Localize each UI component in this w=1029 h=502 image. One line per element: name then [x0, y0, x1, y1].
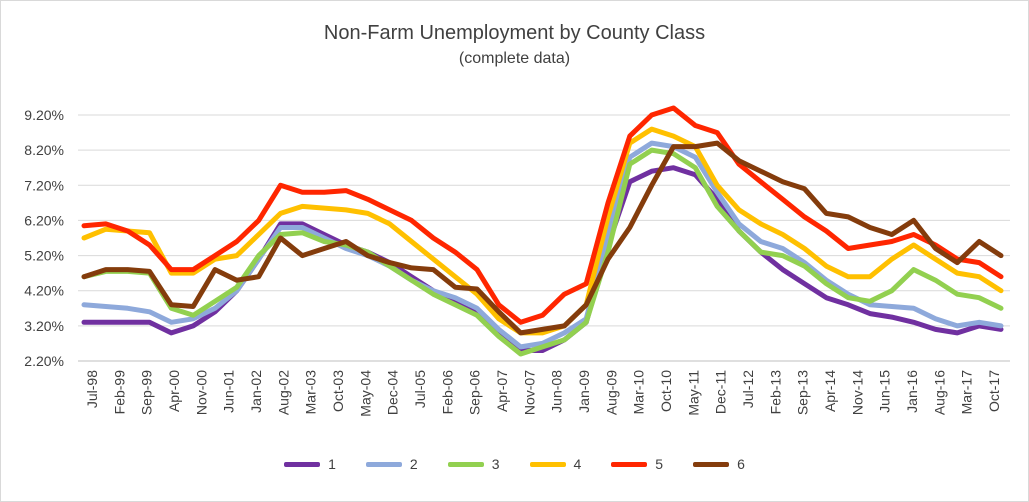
y-tick-label: 6.20%	[24, 212, 64, 228]
x-tick-label: Dec-04	[385, 370, 401, 415]
x-tick-label: Apr-07	[494, 370, 510, 412]
y-tick-label: 5.20%	[24, 248, 64, 264]
x-tick-label: Jun-08	[549, 370, 565, 413]
x-tick-label: Apr-14	[822, 370, 838, 412]
legend-item-4: 4	[529, 456, 582, 472]
series-line-6	[81, 140, 1004, 336]
legend-label: 2	[409, 456, 418, 472]
x-tick-label: Jun-15	[877, 370, 893, 413]
x-tick-label: Aug-02	[275, 370, 291, 415]
legend-swatch	[365, 461, 402, 467]
x-tick-label: Jul-12	[740, 370, 756, 408]
legend-swatch	[447, 461, 484, 467]
legend-label: 6	[737, 456, 745, 472]
x-tick-label: Feb-99	[111, 370, 127, 415]
x-tick-label: Oct-10	[658, 370, 674, 412]
x-tick-label: Mar-17	[959, 370, 975, 415]
legend-item-6: 6	[693, 456, 745, 472]
x-tick-label: Jan-09	[576, 370, 592, 413]
x-tick-label: Sep-06	[467, 370, 483, 415]
chart-subtitle: (complete data)	[458, 50, 571, 67]
legend-swatch	[529, 461, 566, 467]
x-tick-label: Feb-13	[767, 370, 783, 415]
x-tick-label: Jul-05	[412, 370, 428, 408]
x-tick-label: May-04	[357, 370, 373, 417]
legend-item-1: 1	[284, 456, 336, 472]
chart-title: Non-Farm Unemployment by County Class	[323, 22, 706, 44]
legend-item-5: 5	[611, 456, 663, 472]
chart-legend: 1 2 3 4 5 6	[0, 456, 1029, 472]
x-tick-label: Mar-03	[303, 370, 319, 415]
legend-swatch	[693, 461, 730, 467]
legend-item-3: 3	[447, 456, 500, 472]
legend-label: 3	[491, 456, 500, 472]
y-tick-label: 7.20%	[24, 177, 64, 193]
x-tick-label: Mar-10	[631, 370, 647, 415]
y-tick-label: 2.20%	[24, 353, 64, 369]
legend-item-2: 2	[365, 456, 418, 472]
y-tick-label: 9.20%	[24, 107, 64, 123]
legend-label: 1	[328, 456, 336, 472]
legend-swatch	[611, 461, 648, 467]
series-line-5	[81, 105, 1004, 325]
x-tick-label: Nov-07	[521, 370, 537, 415]
legend-label: 4	[573, 456, 582, 472]
y-tick-label: 4.20%	[24, 283, 64, 299]
x-tick-label: Nov-14	[849, 370, 865, 415]
x-tick-label: May-11	[685, 370, 701, 416]
x-tick-label: Jul-98	[84, 370, 100, 408]
x-tick-label: Jun-01	[221, 370, 237, 413]
x-tick-label: Oct-03	[330, 370, 346, 412]
legend-label: 5	[655, 456, 664, 472]
series-line-4	[81, 126, 1004, 336]
x-tick-label: Nov-00	[193, 370, 209, 415]
x-tick-label: Oct-17	[986, 370, 1002, 412]
x-tick-label: Dec-11	[713, 370, 729, 414]
x-tick-label: Sep-13	[795, 370, 811, 415]
series-line-3	[81, 147, 1004, 357]
series-line-2	[81, 140, 1004, 350]
x-tick-label: Sep-99	[139, 370, 155, 415]
x-tick-label: Apr-00	[166, 370, 182, 412]
legend-swatch	[284, 461, 321, 467]
x-tick-label: Jan-02	[248, 370, 264, 413]
x-tick-label: Aug-09	[603, 370, 619, 415]
x-tick-label: Aug-16	[931, 370, 947, 415]
x-tick-label: Feb-06	[439, 370, 455, 415]
y-tick-label: 8.20%	[24, 142, 64, 158]
x-tick-label: Jan-16	[904, 370, 920, 413]
y-tick-label: 3.20%	[24, 318, 64, 334]
